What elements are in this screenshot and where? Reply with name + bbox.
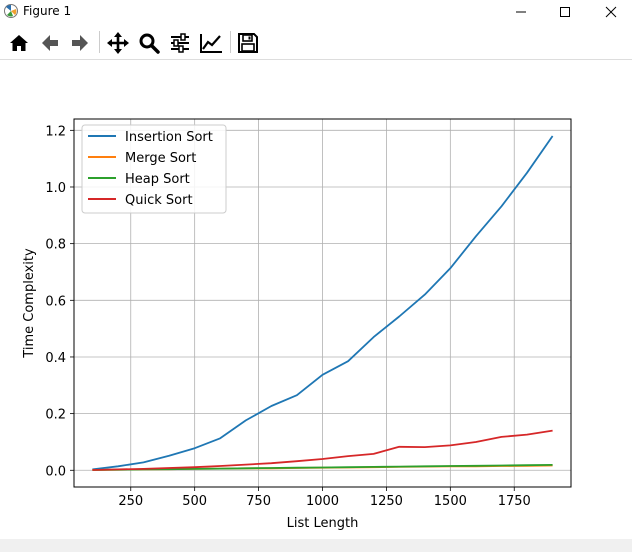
y-tick-label: 1.0: [45, 181, 66, 196]
arrow-left-icon: [42, 35, 58, 51]
series-lines: [92, 135, 554, 471]
x-tick-label: 1000: [306, 494, 339, 509]
x-tick-label: 1500: [434, 494, 467, 509]
y-axis-label: Time Complexity: [22, 248, 37, 359]
legend-label: Quick Sort: [125, 193, 193, 208]
y-tick-label: 0.6: [45, 294, 66, 309]
line-chart: 250 500 750 1000 1250 1500 1750 0.0 0.2 0.4 0.6 0.8…: [22, 118, 572, 531]
floppy-disk-icon: [238, 33, 258, 53]
y-tick-label: 0.4: [45, 351, 66, 366]
minimize-icon: [516, 11, 526, 12]
legend: Insertion Sort Merge Sort Heap Sort Quick S…: [81, 124, 227, 214]
legend-label: Heap Sort: [125, 172, 190, 187]
home-button[interactable]: [6, 30, 32, 56]
sliders-icon: [171, 33, 189, 53]
status-bar: [0, 539, 632, 552]
series-line-quick-sort: [92, 429, 553, 471]
series-line-insertion-sort: [92, 135, 554, 471]
configure-subplots-button[interactable]: [167, 30, 193, 56]
magnifier-icon: [139, 33, 160, 54]
x-tick-label: 1250: [370, 494, 403, 509]
close-button[interactable]: [588, 0, 632, 23]
x-tick-label: 750: [246, 494, 271, 509]
y-tick-label: 0.2: [45, 408, 66, 423]
title-bar: Figure 1: [0, 0, 632, 23]
navigation-toolbar: [0, 23, 632, 60]
minimize-button[interactable]: [498, 0, 544, 23]
y-tick-label: 0.0: [45, 464, 66, 479]
y-tick-label: 0.8: [45, 238, 66, 253]
window-title: Figure 1: [23, 4, 72, 18]
x-tick-label: 500: [182, 494, 207, 509]
series-line-heap-sort: [92, 464, 553, 471]
x-tick-label: 1750: [498, 494, 531, 509]
matplotlib-app-icon: [3, 3, 19, 19]
close-icon: [605, 6, 617, 17]
x-axis-label: List Length: [287, 516, 359, 531]
move-icon: [107, 32, 129, 54]
back-button[interactable]: [37, 30, 63, 56]
axis-ticks: 250 500 750 1000 1250 1500 1750 0.0 0.2 0.4 0.6 0.8…: [45, 124, 530, 509]
legend-label: Merge Sort: [125, 151, 196, 166]
figure-canvas[interactable]: 250 500 750 1000 1250 1500 1750 0.0 0.2 0.4 0.6 0.8…: [0, 60, 632, 539]
home-icon: [10, 35, 28, 51]
forward-button[interactable]: [67, 30, 93, 56]
maximize-button[interactable]: [542, 0, 588, 23]
legend-box: [81, 124, 227, 214]
zoom-button[interactable]: [136, 30, 162, 56]
y-tick-label: 1.2: [45, 124, 66, 139]
edit-axis-button[interactable]: [198, 30, 224, 56]
legend-label: Insertion Sort: [125, 130, 213, 145]
maximize-icon: [560, 6, 570, 17]
toolbar-separator: [230, 31, 231, 53]
pan-button[interactable]: [105, 30, 131, 56]
save-button[interactable]: [235, 30, 261, 56]
toolbar-separator: [99, 31, 100, 53]
line-chart-icon: [200, 34, 222, 53]
arrow-right-icon: [72, 35, 88, 51]
x-tick-label: 250: [118, 494, 143, 509]
